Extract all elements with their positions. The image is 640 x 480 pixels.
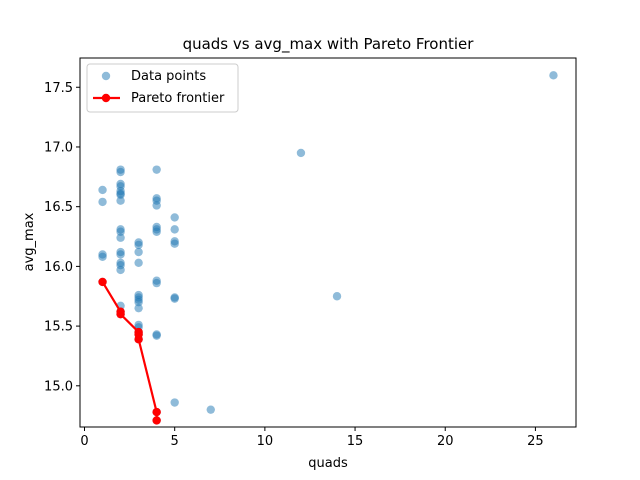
data-point bbox=[98, 197, 107, 207]
legend-marker-pareto bbox=[101, 93, 111, 103]
x-tick-label: 0 bbox=[80, 434, 88, 449]
data-point bbox=[98, 185, 107, 195]
data-point bbox=[152, 227, 161, 236]
y-tick-label: 16.5 bbox=[44, 200, 73, 215]
y-tick-label: 16.0 bbox=[44, 260, 73, 275]
plot-frame bbox=[79, 57, 577, 428]
pareto-line bbox=[101, 281, 158, 421]
data-point bbox=[206, 405, 215, 414]
data-point bbox=[134, 303, 143, 313]
axis-ticks: 0 5 10 15 20 25 15.0 15.5 16.0 16.5 17.0 17.5 bbox=[44, 81, 544, 449]
data-point bbox=[116, 196, 125, 205]
pareto-point bbox=[152, 416, 161, 425]
legend-label-data-points: Data points bbox=[131, 69, 206, 84]
data-point bbox=[170, 398, 179, 407]
data-point bbox=[134, 258, 143, 268]
data-point bbox=[134, 240, 143, 250]
x-tick-label: 10 bbox=[257, 434, 274, 449]
legend-frame bbox=[86, 63, 239, 113]
data-point bbox=[152, 278, 161, 288]
chart-title: quads vs avg_max with Pareto Frontier bbox=[183, 35, 475, 54]
data-point bbox=[134, 298, 143, 307]
x-axis-label: quads bbox=[308, 456, 348, 471]
pareto-point bbox=[116, 309, 125, 319]
y-tick-label: 17.5 bbox=[44, 81, 73, 96]
data-point bbox=[152, 165, 161, 174]
data-point bbox=[116, 233, 125, 242]
data-point bbox=[116, 167, 125, 177]
data-point bbox=[116, 190, 125, 199]
data-point bbox=[170, 294, 179, 303]
legend-marker-data-points bbox=[101, 71, 111, 81]
legend: Data points Pareto frontier bbox=[86, 63, 239, 113]
y-tick-label: 15.5 bbox=[44, 320, 73, 335]
y-tick-label: 15.0 bbox=[44, 379, 73, 394]
x-tick-label: 25 bbox=[527, 434, 544, 449]
data-point bbox=[116, 250, 125, 259]
data-point bbox=[134, 247, 143, 257]
x-tick-label: 20 bbox=[437, 434, 454, 449]
data-point bbox=[116, 265, 125, 275]
data-point bbox=[296, 148, 306, 158]
data-point bbox=[170, 213, 179, 222]
pareto-point bbox=[134, 335, 143, 344]
data-point bbox=[549, 71, 558, 80]
x-tick-label: 5 bbox=[171, 434, 179, 449]
y-tick-label: 17.0 bbox=[44, 140, 73, 155]
data-point bbox=[116, 227, 125, 236]
data-point bbox=[170, 225, 179, 234]
data-point bbox=[152, 201, 161, 210]
data-point bbox=[152, 331, 161, 340]
y-axis-label: avg_max bbox=[22, 212, 37, 271]
data-point bbox=[332, 292, 342, 301]
data-point bbox=[170, 239, 179, 248]
pareto-point bbox=[98, 277, 107, 287]
data-point bbox=[98, 252, 107, 262]
plot-area bbox=[98, 71, 558, 425]
pareto-point bbox=[152, 407, 161, 417]
x-tick-label: 15 bbox=[347, 434, 364, 449]
legend-label-pareto: Pareto frontier bbox=[131, 91, 225, 106]
